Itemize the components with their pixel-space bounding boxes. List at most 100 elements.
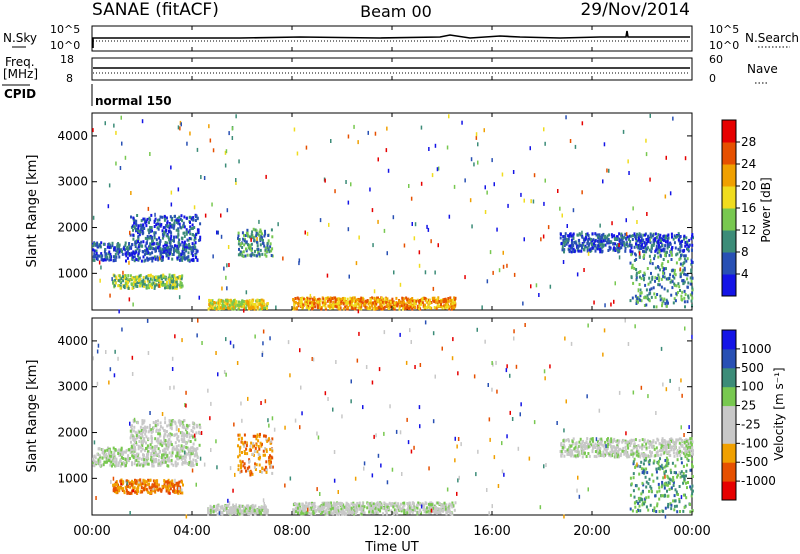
echo-cell [213, 504, 215, 508]
echo-cell [577, 249, 580, 253]
echo-cell [336, 506, 339, 510]
echo-cell [380, 506, 383, 510]
echo-cell [409, 303, 412, 307]
echo-cell [176, 462, 179, 466]
echo-cell [477, 142, 479, 147]
echo-cell [453, 303, 456, 307]
echo-cell [246, 253, 249, 257]
echo-cell [446, 305, 449, 309]
echo-cell [255, 234, 258, 238]
echo-cell [139, 277, 141, 281]
echo-cell [120, 452, 123, 456]
echo-cell [188, 424, 191, 427]
echo-cell [113, 258, 116, 262]
echo-cell [132, 451, 135, 455]
echo-cell [664, 449, 667, 453]
echo-cell [146, 453, 148, 457]
echo-cell [102, 258, 105, 262]
echo-cell [689, 282, 692, 286]
echo-cell [244, 254, 247, 258]
echo-cell [249, 473, 252, 477]
echo-cell [430, 506, 432, 510]
echo-cell [676, 291, 679, 294]
echo-cell [662, 247, 665, 251]
echo-cell [298, 502, 301, 506]
echo-cell [111, 241, 114, 245]
echo-cell [208, 298, 211, 302]
echo-cell [141, 444, 144, 448]
echo-cell [657, 265, 659, 269]
echo-cell [372, 502, 375, 506]
echo-cell [156, 218, 159, 222]
echo-cell [178, 253, 181, 257]
echo-cell [130, 278, 133, 282]
echo-cell [580, 249, 583, 253]
echo-cell [430, 239, 432, 244]
echo-cell [181, 462, 184, 466]
echo-cell [163, 232, 166, 236]
echo-cell [607, 238, 610, 241]
echo-cell [436, 507, 439, 511]
echo-cell [247, 234, 250, 238]
echo-cell [440, 305, 443, 309]
echo-cell [133, 226, 136, 230]
echo-cell [105, 255, 108, 259]
echo-cell [294, 510, 297, 514]
echo-cell [157, 464, 160, 467]
echo-cell [661, 262, 664, 266]
echo-cell [127, 285, 130, 289]
echo-cell [258, 219, 260, 224]
echo-cell [144, 483, 147, 487]
echo-cell [300, 303, 303, 307]
echo-cell [656, 241, 659, 245]
echo-cell [246, 301, 249, 305]
echo-cell [133, 425, 136, 429]
echo-cell [189, 131, 191, 136]
echo-cell [114, 489, 117, 493]
echo-cell [106, 245, 109, 249]
echo-cell [187, 439, 190, 443]
echo-cell [398, 505, 401, 509]
echo-cell [159, 223, 162, 227]
echo-cell [341, 297, 344, 300]
echo-cell [588, 248, 591, 252]
echo-cell [417, 304, 420, 308]
echo-cell [257, 251, 260, 255]
echo-cell [259, 508, 262, 512]
echo-cell [237, 236, 239, 240]
echo-cell [647, 439, 650, 443]
echo-cell [174, 244, 176, 248]
echo-cell [675, 284, 678, 288]
echo-cell [111, 453, 114, 457]
echo-cell [209, 508, 212, 512]
echo-cell [179, 277, 182, 281]
echo-cell [220, 234, 223, 239]
echo-cell [150, 456, 153, 460]
echo-cell [418, 301, 421, 305]
echo-cell [443, 507, 446, 510]
echo-cell [187, 238, 190, 242]
echo-cell [655, 446, 658, 450]
echo-cell [140, 281, 142, 285]
echo-cell [160, 255, 163, 259]
echo-cell [649, 258, 652, 263]
echo-cell [270, 460, 272, 464]
echo-cell [245, 249, 248, 253]
echo-cell [691, 304, 693, 308]
echo-cell [683, 268, 686, 272]
echo-cell [113, 283, 116, 287]
echo-cell [685, 259, 688, 263]
echo-cell [386, 297, 389, 301]
echo-cell [410, 196, 413, 201]
echo-cell [144, 432, 147, 436]
echo-cell [162, 248, 165, 252]
echo-cell [436, 297, 439, 301]
echo-cell [137, 237, 140, 241]
echo-cell [189, 460, 192, 464]
echo-cell [649, 233, 652, 237]
echo-cell [155, 482, 158, 486]
echo-cell [185, 232, 188, 236]
echo-cell [144, 426, 147, 430]
echo-cell [427, 507, 430, 510]
echo-cell [239, 243, 242, 247]
